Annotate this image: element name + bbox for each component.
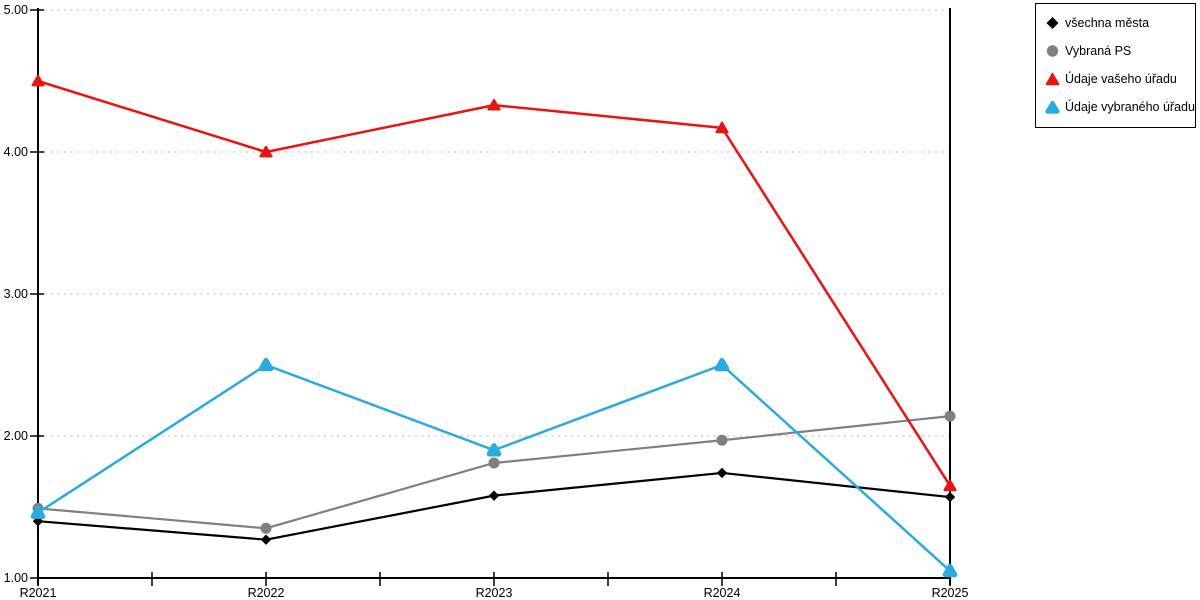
x-tick-label: R2021 (20, 586, 57, 600)
y-tick-label: 3.00 (4, 287, 28, 301)
data-point (260, 534, 272, 545)
data-point (716, 434, 728, 446)
x-tick-label: R2024 (704, 586, 741, 600)
triangle-rounded-marker-icon (1045, 101, 1060, 114)
legend-item: Vybraná PS (1045, 37, 1185, 65)
diamond-glyph (1046, 17, 1059, 29)
data-point (30, 505, 46, 519)
data-point (32, 516, 44, 527)
x-tick-label: R2025 (932, 586, 969, 600)
diamond-marker-icon (1046, 17, 1059, 29)
data-point (260, 522, 272, 534)
legend-label: Údaje vašeho úřadu (1065, 72, 1177, 86)
data-point (258, 357, 274, 372)
data-point (944, 491, 956, 503)
circle-marker-icon (1046, 45, 1059, 57)
data-point (31, 74, 45, 87)
legend-label: Údaje vybraného úřadu (1065, 100, 1195, 114)
data-point (259, 145, 273, 158)
y-tick-label: 2.00 (4, 429, 28, 443)
x-tick-label: R2023 (476, 586, 513, 600)
y-tick-label: 4.00 (4, 145, 28, 159)
data-point (942, 563, 958, 578)
legend-item: Údaje vašeho úřadu (1045, 65, 1185, 93)
data-point (486, 443, 502, 457)
legend-item: Údaje vybraného úřadu (1045, 93, 1195, 121)
data-point (488, 490, 500, 501)
data-point (715, 121, 729, 134)
legend-label: Vybraná PS (1065, 44, 1132, 58)
series-line-1 (36, 415, 952, 530)
y-tick-label: 5.00 (4, 3, 28, 17)
x-tick-label: R2022 (248, 586, 285, 600)
triangle-marker-icon (1045, 72, 1060, 86)
legend-label: všechna města (1065, 16, 1150, 30)
circle-glyph (1046, 45, 1059, 57)
chart-legend: všechna města Vybraná PS Údaje vašeho úřad… (1035, 3, 1196, 128)
data-point (944, 410, 956, 422)
data-point (714, 357, 730, 372)
data-point (487, 98, 501, 111)
data-point (943, 479, 957, 492)
y-tick-label: 1.00 (4, 571, 28, 585)
series-line-0 (36, 471, 952, 541)
data-point (716, 467, 728, 479)
triangle-rounded-glyph (1045, 101, 1060, 114)
legend-item: všechna města (1045, 9, 1185, 37)
triangle-glyph (1045, 72, 1060, 86)
data-point (488, 457, 500, 469)
